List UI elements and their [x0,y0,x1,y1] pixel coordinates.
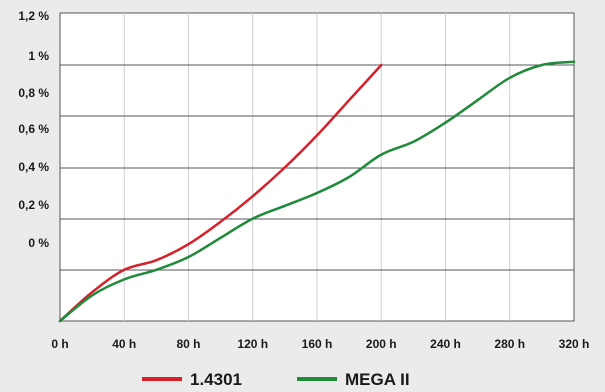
series-line-mega-ii [58,60,576,323]
y-tick-label: 0,6 % [18,122,49,136]
legend: 1.4301 MEGA II [142,370,410,389]
y-axis-labels: 1,2 % 1 % 0,8 % 0,6 % 0,4 % 0,2 % 0 % [18,9,49,250]
y-tick-label: 0,2 % [18,198,49,212]
y-tick-label: 1 % [28,49,49,63]
x-tick-label: 40 h [112,337,136,351]
y-tick-label: 0,4 % [18,160,49,174]
y-tick-label: 1,2 % [18,9,49,23]
x-tick-label: 240 h [430,337,461,351]
y-tick-label: 0 % [28,236,49,250]
x-tick-label: 280 h [494,337,525,351]
y-tick-label: 0,8 % [18,86,49,100]
legend-label-1-4301: 1.4301 [190,370,242,389]
x-tick-label: 320 h [559,337,590,351]
x-tick-label: 0 h [51,337,68,351]
x-axis-labels: 0 h 40 h 80 h 120 h 160 h 200 h 240 h 280 h 320 … [51,337,589,351]
x-tick-label: 200 h [366,337,397,351]
series-line-1-4301 [58,63,383,323]
x-tick-label: 120 h [237,337,268,351]
series-lines [58,60,576,323]
horizontal-grid [60,64,574,271]
legend-label-mega-ii: MEGA II [345,370,410,389]
x-tick-label: 80 h [176,337,200,351]
x-tick-label: 160 h [302,337,333,351]
